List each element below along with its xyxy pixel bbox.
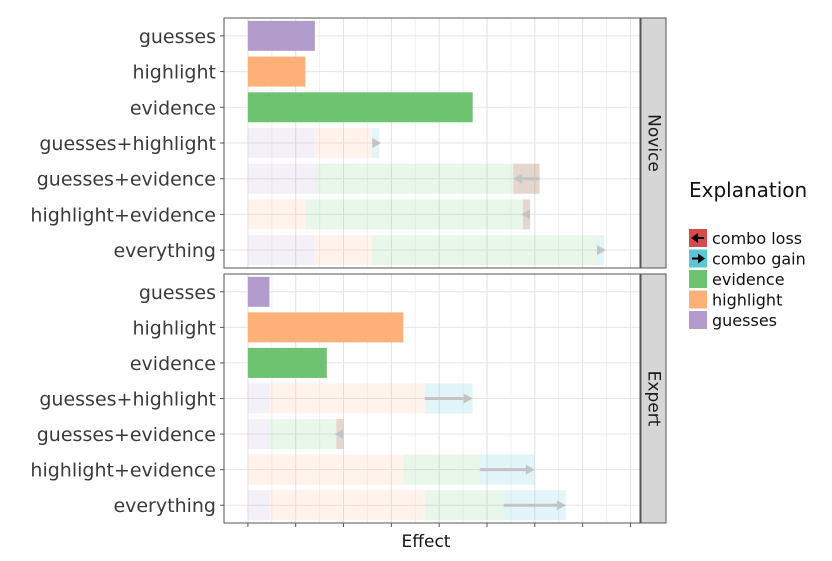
category-label: highlight+evidence [30, 460, 216, 482]
legend-label: evidence [712, 270, 785, 289]
bar-row-evidence [247, 92, 473, 123]
combo-arrow-head [596, 245, 606, 256]
category-label: everything [113, 240, 216, 262]
legend-item-guesses: guesses [689, 311, 777, 330]
category-label: guesses+highlight [39, 389, 216, 411]
combo-arrow-head [334, 429, 344, 440]
category-label: highlight+evidence [30, 204, 216, 226]
legend-swatch [689, 270, 707, 288]
bar-segment-highlight [247, 56, 306, 87]
category-label: guesses [139, 282, 216, 304]
bar-segment-evidence [247, 92, 473, 123]
legend-label: highlight [712, 291, 782, 310]
bar-row-guesses-evidence [247, 163, 540, 194]
bar-segment-guesses [247, 235, 315, 266]
facet-strip [640, 17, 667, 269]
bar-segment-evidence [424, 490, 504, 521]
panels: guesses highlight evidence guesses+highligh… [30, 17, 667, 527]
bar-segment-highlight [247, 312, 404, 343]
x-axis-label: Effect [402, 532, 451, 552]
bar-segment-highlight [247, 199, 306, 230]
bar-segment-evidence [372, 235, 597, 266]
combo-arrow-head [556, 500, 566, 511]
legend-swatch [689, 311, 707, 329]
legend-label: combo gain [712, 250, 806, 269]
bar-segment-evidence [403, 454, 480, 485]
combo-arrow-head [521, 209, 531, 220]
legend-arrowhead-right-icon [698, 253, 705, 264]
bar-segment-guesses [247, 419, 270, 450]
legend-swatch [689, 290, 707, 309]
bar-segment-guesses [247, 163, 315, 194]
bar-segment-guesses [247, 383, 270, 414]
panel-expert: guesses highlight evidence guesses+highligh… [30, 273, 667, 524]
legend-item-combo-gain: combo gain [689, 249, 806, 269]
category-label: guesses [139, 26, 216, 48]
bar-segment-highlight [314, 235, 373, 266]
bar-row-highlight-evidence [247, 199, 531, 230]
bar-row-guesses-highlight [247, 128, 382, 158]
bar-segment-evidence [305, 199, 531, 230]
combo-arrow-head [525, 464, 535, 475]
bar-segment-evidence [314, 163, 540, 194]
bar-row-guesses-highlight [247, 383, 473, 414]
facet-strip-label: Novice [644, 114, 664, 172]
legend-label: combo loss [712, 229, 802, 248]
bar-segment-highlight [247, 454, 404, 485]
legend-item-highlight: highlight [689, 290, 782, 310]
bar-row-highlight-evidence [247, 454, 535, 485]
facet-strip-label: Expert [644, 371, 664, 427]
bar-row-guesses [247, 20, 315, 51]
bar-row-evidence [247, 347, 327, 378]
category-label: evidence [130, 97, 216, 119]
bar-row-guesses-evidence [247, 419, 344, 450]
bar-segment-evidence [247, 347, 327, 378]
bar-row-everything [247, 490, 566, 521]
combo-arrow-head [463, 393, 473, 404]
bar-segment-guesses [247, 20, 315, 51]
bar-row-guesses [247, 276, 270, 307]
legend-item-evidence: evidence [689, 270, 785, 289]
legend-arrowhead-left-icon [691, 233, 698, 243]
bar-segment-highlight [269, 383, 425, 414]
category-label: everything [113, 495, 216, 517]
bar-segment-guesses [247, 276, 270, 307]
legend-title: Explanation [689, 178, 807, 202]
legend: Explanation combo loss combo gainevidence… [689, 178, 807, 330]
category-label: guesses+highlight [39, 133, 216, 155]
category-label: evidence [130, 353, 216, 375]
panel-novice: guesses highlight evidence guesses+highligh… [30, 17, 667, 269]
bar-row-everything [247, 235, 606, 266]
bar-segment-guesses [247, 490, 270, 521]
category-label: guesses+evidence [37, 169, 216, 191]
bar-segment-highlight [314, 128, 373, 158]
combo-arrow-head [372, 138, 382, 148]
category-label: highlight [132, 317, 216, 339]
bar-segment-evidence [269, 419, 344, 450]
bar-segment-highlight [269, 490, 425, 521]
category-label: highlight [132, 62, 216, 84]
combo-arrow-head [513, 173, 523, 184]
facet-strip [640, 273, 667, 524]
legend-item-combo-loss: combo loss [689, 229, 802, 248]
category-label: guesses+evidence [37, 424, 216, 446]
bar-segment-guesses [247, 128, 315, 158]
bar-row-highlight [247, 312, 404, 343]
bar-row-highlight [247, 56, 306, 87]
legend-label: guesses [712, 311, 777, 330]
